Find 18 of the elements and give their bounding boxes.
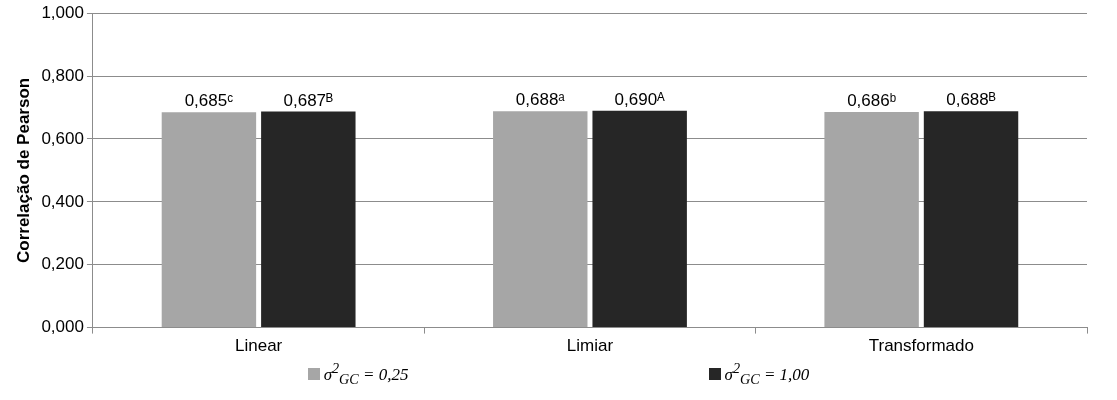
y-tick-label: 1,000 [41, 2, 84, 22]
y-tick-label: 0,800 [41, 65, 84, 85]
data-label: 0,687ᴮ [283, 90, 334, 110]
legend-label: σ$^{2}$$_{GC}$ = 0,25 [323, 360, 409, 389]
data-label: 0,685ᶜ [184, 91, 234, 111]
y-tick-label: 0,400 [41, 191, 84, 211]
x-tick-label: Transformado [868, 336, 974, 356]
data-label: 0,688ᵃ [515, 90, 566, 110]
y-tick-label: 0,600 [41, 128, 84, 148]
y-tick-label: 0,000 [41, 317, 84, 337]
x-tick-label: Limiar [566, 336, 614, 356]
y-axis-title: Correlação de Pearson [13, 77, 33, 263]
legend-label: σ$^{2}$$_{GC}$ = 1,00 [724, 360, 810, 389]
x-tick-label: Linear [234, 336, 283, 356]
y-tick-label: 0,200 [41, 254, 84, 274]
data-label: 0,690ᴬ [614, 89, 666, 109]
data-label: 0,686ᵇ [847, 91, 897, 111]
data-label: 0,688ᴮ [946, 90, 996, 110]
